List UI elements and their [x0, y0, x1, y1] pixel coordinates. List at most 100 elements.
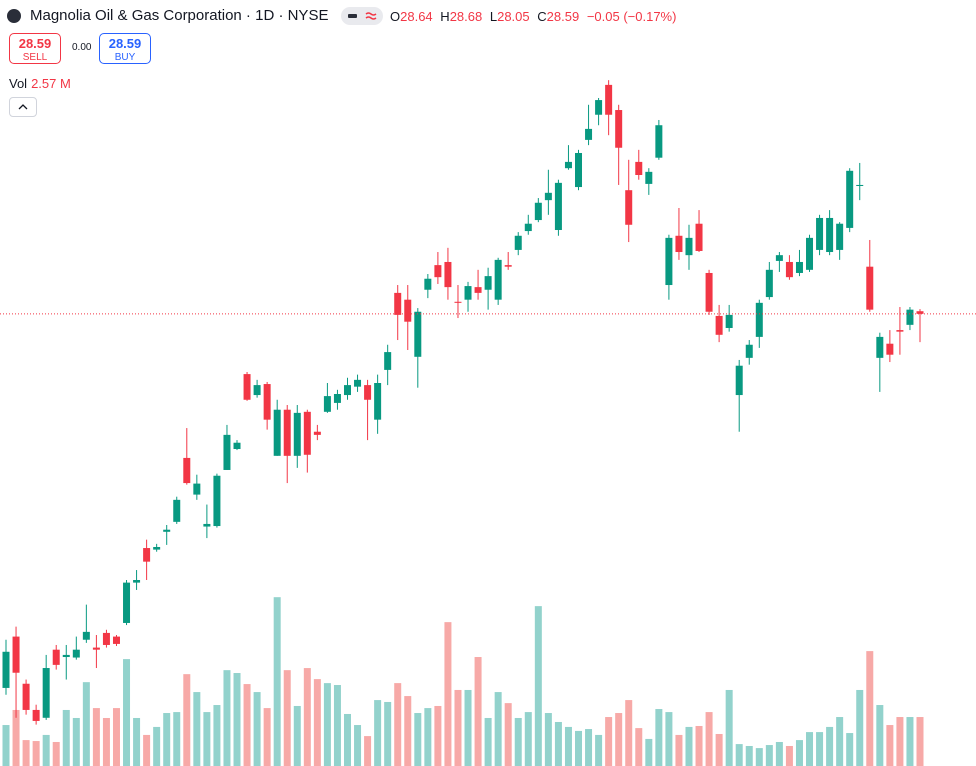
volume-bar — [394, 683, 402, 766]
candle-body — [323, 396, 331, 412]
ohlc-prefix: L — [489, 9, 498, 24]
candle-body — [785, 261, 793, 278]
candle-body — [675, 235, 683, 253]
volume-bar — [765, 745, 773, 766]
candle-body — [82, 631, 90, 640]
candle-body — [343, 385, 351, 396]
candle-body — [715, 315, 723, 335]
candle-body — [273, 409, 281, 456]
badge-icons — [348, 12, 377, 20]
candle-body — [775, 255, 783, 261]
volume-bar — [484, 717, 492, 766]
ohlc-prefix: O — [390, 9, 401, 24]
candle-body — [514, 235, 522, 250]
candle-body — [183, 457, 191, 484]
volume-bar — [866, 651, 874, 766]
volume-bar — [564, 726, 572, 766]
volume-bar — [183, 674, 191, 766]
candle-body — [504, 265, 512, 267]
volume-bar — [42, 734, 50, 766]
volume-bar — [504, 703, 512, 766]
volume-bar — [615, 713, 623, 766]
candle-body — [484, 276, 492, 290]
candle-body — [856, 184, 864, 186]
candle-body — [494, 259, 502, 300]
candle-body — [283, 409, 291, 456]
candle-body — [665, 237, 673, 286]
volume-bar — [424, 708, 432, 766]
candle-body — [32, 709, 40, 721]
volume-bar — [454, 689, 462, 766]
candle-body — [394, 292, 402, 315]
candle-body — [474, 287, 482, 293]
chevron-icon — [18, 104, 28, 110]
volume-bar — [293, 705, 301, 766]
volume-bar — [474, 657, 482, 766]
volume-bar — [896, 717, 904, 766]
candle-body — [615, 110, 623, 148]
candle-body — [655, 125, 663, 158]
volume-bar — [605, 717, 613, 766]
volume-value: 2.57 M — [31, 76, 71, 91]
volume-bar — [233, 673, 241, 766]
volume-bar — [273, 597, 281, 766]
buy-price: 28.59 — [108, 36, 142, 51]
volume-bar — [123, 659, 131, 766]
candle-body — [605, 84, 613, 115]
volume-bar — [494, 692, 502, 766]
candle-body — [92, 647, 100, 650]
volume-label: Vol — [9, 76, 28, 91]
candle-body — [293, 412, 301, 456]
volume-bar — [444, 622, 452, 766]
spread: 0.00 — [72, 42, 92, 53]
ohlc-prefix: C — [537, 9, 547, 24]
candle-body — [434, 265, 442, 278]
candle-body — [203, 523, 211, 527]
status-badge[interactable] — [341, 7, 383, 25]
candle-body — [685, 237, 693, 256]
candle-body — [354, 379, 362, 387]
candle-body — [62, 654, 70, 658]
candle-body — [795, 261, 803, 273]
volume-bar — [544, 713, 552, 766]
volume-bar — [434, 705, 442, 766]
volume-bar — [655, 709, 663, 766]
volume-bar — [32, 741, 40, 766]
buy-button[interactable]: 28.59 BUY — [99, 33, 151, 64]
ohlc-prefix: H — [440, 9, 450, 24]
volume-bar — [414, 713, 422, 766]
volume-bar — [524, 712, 532, 766]
volume-bar — [876, 705, 884, 766]
collapse-button[interactable] — [9, 97, 37, 117]
volume-bar — [916, 717, 924, 766]
volume-bar — [112, 708, 120, 766]
volume-bar — [313, 679, 321, 766]
sell-button[interactable]: 28.59 SELL — [9, 33, 61, 64]
volume-bar — [2, 725, 10, 766]
candle-body — [554, 182, 562, 231]
volume-bar — [153, 726, 161, 766]
volume-bar — [223, 670, 231, 766]
candle-body — [173, 499, 181, 522]
volume-bar — [92, 708, 100, 766]
volume-bar — [102, 717, 110, 766]
volume-bar — [856, 689, 864, 766]
volume-bar — [143, 734, 151, 766]
volume-bar — [695, 725, 703, 766]
logo — [7, 9, 21, 23]
candle-body — [243, 374, 251, 400]
volume-bar — [343, 713, 351, 766]
ohlc-legend: O28.64 H28.68 L28.05 C28.59 −0.05 (−0.17… — [390, 9, 680, 24]
candle-body — [333, 394, 341, 403]
chart-title: Magnolia Oil & Gas Corporation · 1D · NY… — [30, 7, 329, 24]
candle-body — [916, 311, 924, 314]
sell-label: SELL — [22, 52, 48, 63]
candle-body — [826, 217, 834, 253]
candle-body — [524, 223, 532, 232]
volume-bar — [635, 728, 643, 766]
volume-bar — [846, 733, 854, 766]
candle-body — [193, 483, 201, 495]
candle-body — [123, 582, 131, 623]
